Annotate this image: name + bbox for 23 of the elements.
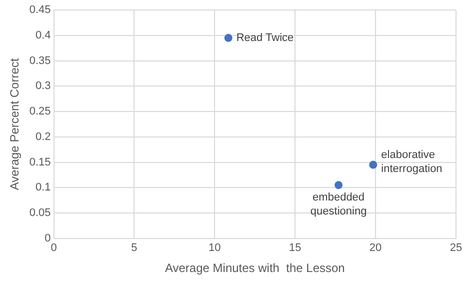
y-tick-label: 0.3 xyxy=(36,80,51,92)
point xyxy=(369,160,378,169)
x-tick-label: 25 xyxy=(450,242,462,254)
annotation: Read Twice xyxy=(236,32,294,44)
y-tick-label: 0.35 xyxy=(29,54,51,67)
x-tick-label: 5 xyxy=(131,242,138,254)
x-tick-label: 20 xyxy=(369,242,382,254)
point xyxy=(334,181,343,190)
y-tick-label: 0 xyxy=(44,232,51,244)
point xyxy=(224,34,232,42)
y-tick-label: 0.45 xyxy=(29,4,51,16)
y-tick-label: 0.25 xyxy=(29,106,51,118)
x-tick-label: 10 xyxy=(208,242,221,254)
x-axis-title: Average Minutes with the Lesson xyxy=(164,261,345,276)
x-tick-label: 15 xyxy=(289,242,302,254)
y-tick-label: 0.1 xyxy=(36,182,51,194)
y-axis-title: Average Percent Correct xyxy=(8,58,22,190)
y-tick-label: 0.05 xyxy=(29,207,51,220)
annotation: embedded questioning xyxy=(310,192,367,218)
y-tick-label: 0.2 xyxy=(36,130,51,143)
y-tick-label: 0.4 xyxy=(36,29,51,42)
annotation: elaborative interrogation xyxy=(381,148,442,175)
y-tick-label: 0.15 xyxy=(29,156,51,168)
